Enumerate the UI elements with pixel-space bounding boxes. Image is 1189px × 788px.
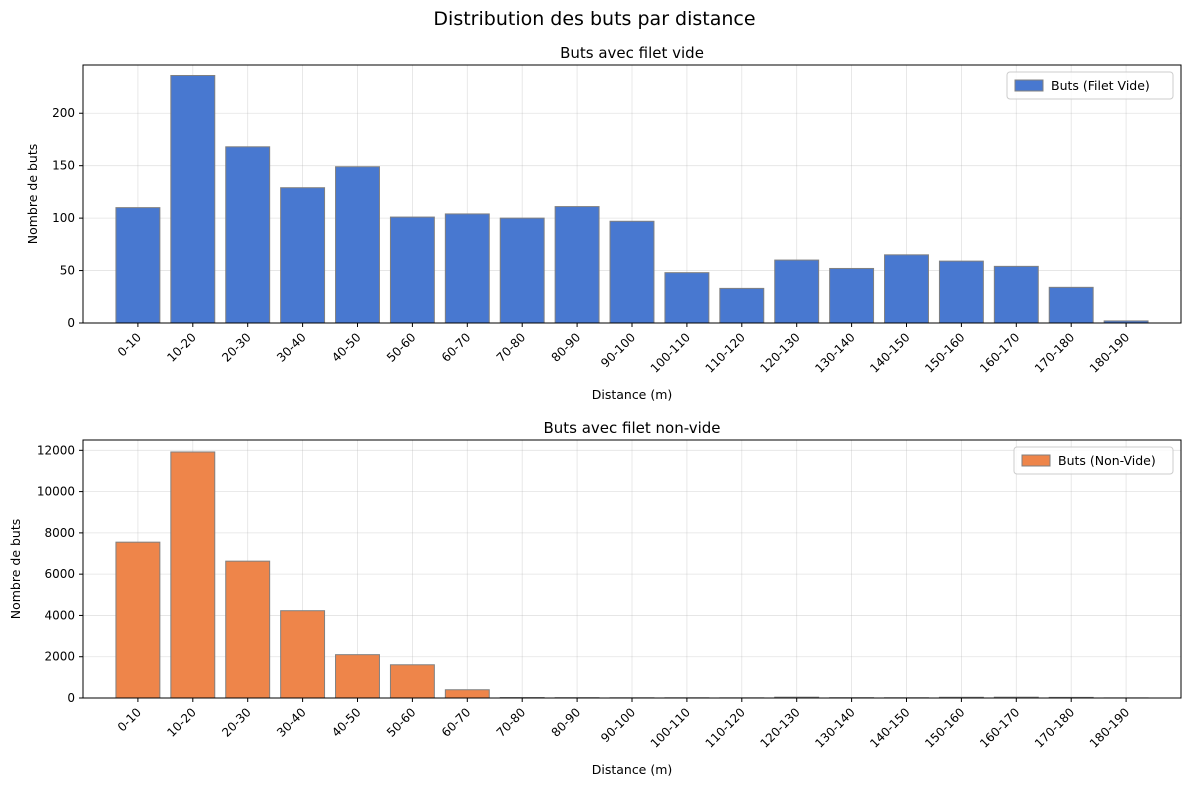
x-tick-label: 80-90 (549, 705, 584, 740)
y-axis-label-non-empty-net: Nombre de buts (8, 519, 23, 620)
bar-100-110 (664, 272, 710, 324)
x-tick-label: 60-70 (439, 705, 474, 740)
x-tick-label: 30-40 (274, 705, 309, 740)
legend-frame (1006, 71, 1174, 100)
x-tick-label: 100-110 (648, 330, 693, 375)
chart-panel-empty-net: Buts avec filet vide Distance (m) Nombre… (25, 44, 1182, 402)
x-tick-label: 30-40 (274, 330, 309, 365)
x-tick-label: 0-10 (115, 330, 144, 359)
bar-60-70 (444, 689, 490, 699)
x-tick-label: 90-100 (598, 705, 638, 745)
legend-entry-label: Buts (Non-Vide) (1058, 453, 1156, 468)
x-tick-label: 20-30 (219, 330, 254, 365)
y-tick-label: 100 (52, 211, 75, 225)
bar-130-140 (829, 267, 875, 324)
x-axis-label-non-empty-net: Distance (m) (592, 762, 673, 777)
x-tick-label: 140-150 (867, 705, 912, 750)
x-axis-label-empty-net: Distance (m) (592, 387, 673, 402)
bar-170-180 (1048, 286, 1094, 324)
bar-80-90 (554, 206, 600, 324)
x-tick-label: 170-180 (1032, 705, 1077, 750)
y-tick-label: 200 (52, 106, 75, 120)
y-tick-label: 0 (67, 316, 75, 330)
bar-160-170 (993, 265, 1039, 324)
x-tick-label: 20-30 (219, 705, 254, 740)
bar-30-40 (280, 187, 326, 324)
x-tick-label: 130-140 (812, 330, 857, 375)
x-tick-label: 50-60 (384, 705, 419, 740)
bar-10-20 (170, 74, 216, 324)
x-tick-label: 150-160 (922, 705, 967, 750)
bars (115, 74, 1149, 324)
x-tick-label: 10-20 (164, 705, 199, 740)
x-tick-label: 90-100 (598, 330, 638, 370)
y-tick-label: 50 (60, 264, 75, 278)
x-tick-label: 110-120 (703, 705, 748, 750)
x-tick-label: 100-110 (648, 705, 693, 750)
x-tick-label: 10-20 (164, 330, 199, 365)
legend-frame (1013, 446, 1174, 475)
y-tick-label: 6000 (44, 567, 75, 581)
bar-150-160 (938, 260, 984, 324)
bar-90-100 (609, 220, 655, 324)
x-tick-label: 170-180 (1032, 330, 1077, 375)
legend-empty-net: Buts (Filet Vide) (1006, 71, 1174, 100)
bar-20-30 (225, 560, 271, 699)
chart-panel-non-empty-net: Buts avec filet non-vide Distance (m) No… (8, 419, 1182, 777)
bar-30-40 (280, 610, 326, 699)
y-axis-label-empty-net: Nombre de buts (25, 144, 40, 245)
figure-title: Distribution des buts par distance (433, 8, 755, 30)
x-tick-label: 150-160 (922, 330, 967, 375)
x-tick-label: 140-150 (867, 330, 912, 375)
x-tick-label: 130-140 (812, 705, 857, 750)
x-tick-label: 180-190 (1087, 330, 1132, 375)
bar-40-50 (335, 654, 380, 699)
bar-110-120 (719, 287, 765, 324)
x-tick-label: 110-120 (703, 330, 748, 375)
x-tick-label: 70-80 (494, 330, 529, 365)
legend-non-empty-net: Buts (Non-Vide) (1013, 446, 1174, 475)
x-tick-label: 0-10 (115, 705, 144, 734)
y-tick-label: 8000 (44, 526, 75, 540)
legend-entry-label: Buts (Filet Vide) (1051, 78, 1150, 93)
bar-0-10 (115, 541, 161, 699)
x-tick-label: 40-50 (329, 705, 364, 740)
bars (115, 451, 1149, 699)
bar-10-20 (170, 451, 216, 699)
y-tick-label: 150 (52, 159, 75, 173)
y-tick-label: 4000 (44, 608, 75, 622)
x-tick-label: 80-90 (549, 330, 584, 365)
legend-swatch (1014, 79, 1044, 92)
x-tick-label: 60-70 (439, 330, 474, 365)
legend-swatch (1021, 454, 1051, 467)
bar-20-30 (225, 146, 271, 324)
x-tick-label: 160-170 (977, 705, 1022, 750)
bar-120-130 (774, 259, 820, 324)
bar-70-80 (499, 217, 545, 324)
x-tick-label: 50-60 (384, 330, 419, 365)
x-tick-label: 180-190 (1087, 705, 1132, 750)
bar-40-50 (335, 166, 380, 324)
x-tick-label: 120-130 (757, 705, 802, 750)
bar-50-60 (389, 216, 435, 324)
bar-60-70 (444, 213, 490, 324)
x-tick-label: 70-80 (494, 705, 529, 740)
y-tick-label: 0 (67, 691, 75, 705)
chart-title-empty-net: Buts avec filet vide (560, 44, 704, 62)
y-tick-label: 10000 (37, 485, 75, 499)
x-tick-label: 160-170 (977, 330, 1022, 375)
x-tick-label: 40-50 (329, 330, 364, 365)
y-tick-label: 12000 (37, 443, 75, 457)
y-tick-label: 2000 (44, 650, 75, 664)
bar-0-10 (115, 207, 161, 324)
x-tick-label: 120-130 (757, 330, 802, 375)
chart-title-non-empty-net: Buts avec filet non-vide (543, 419, 720, 437)
bar-140-150 (884, 254, 929, 324)
bar-50-60 (389, 664, 435, 699)
